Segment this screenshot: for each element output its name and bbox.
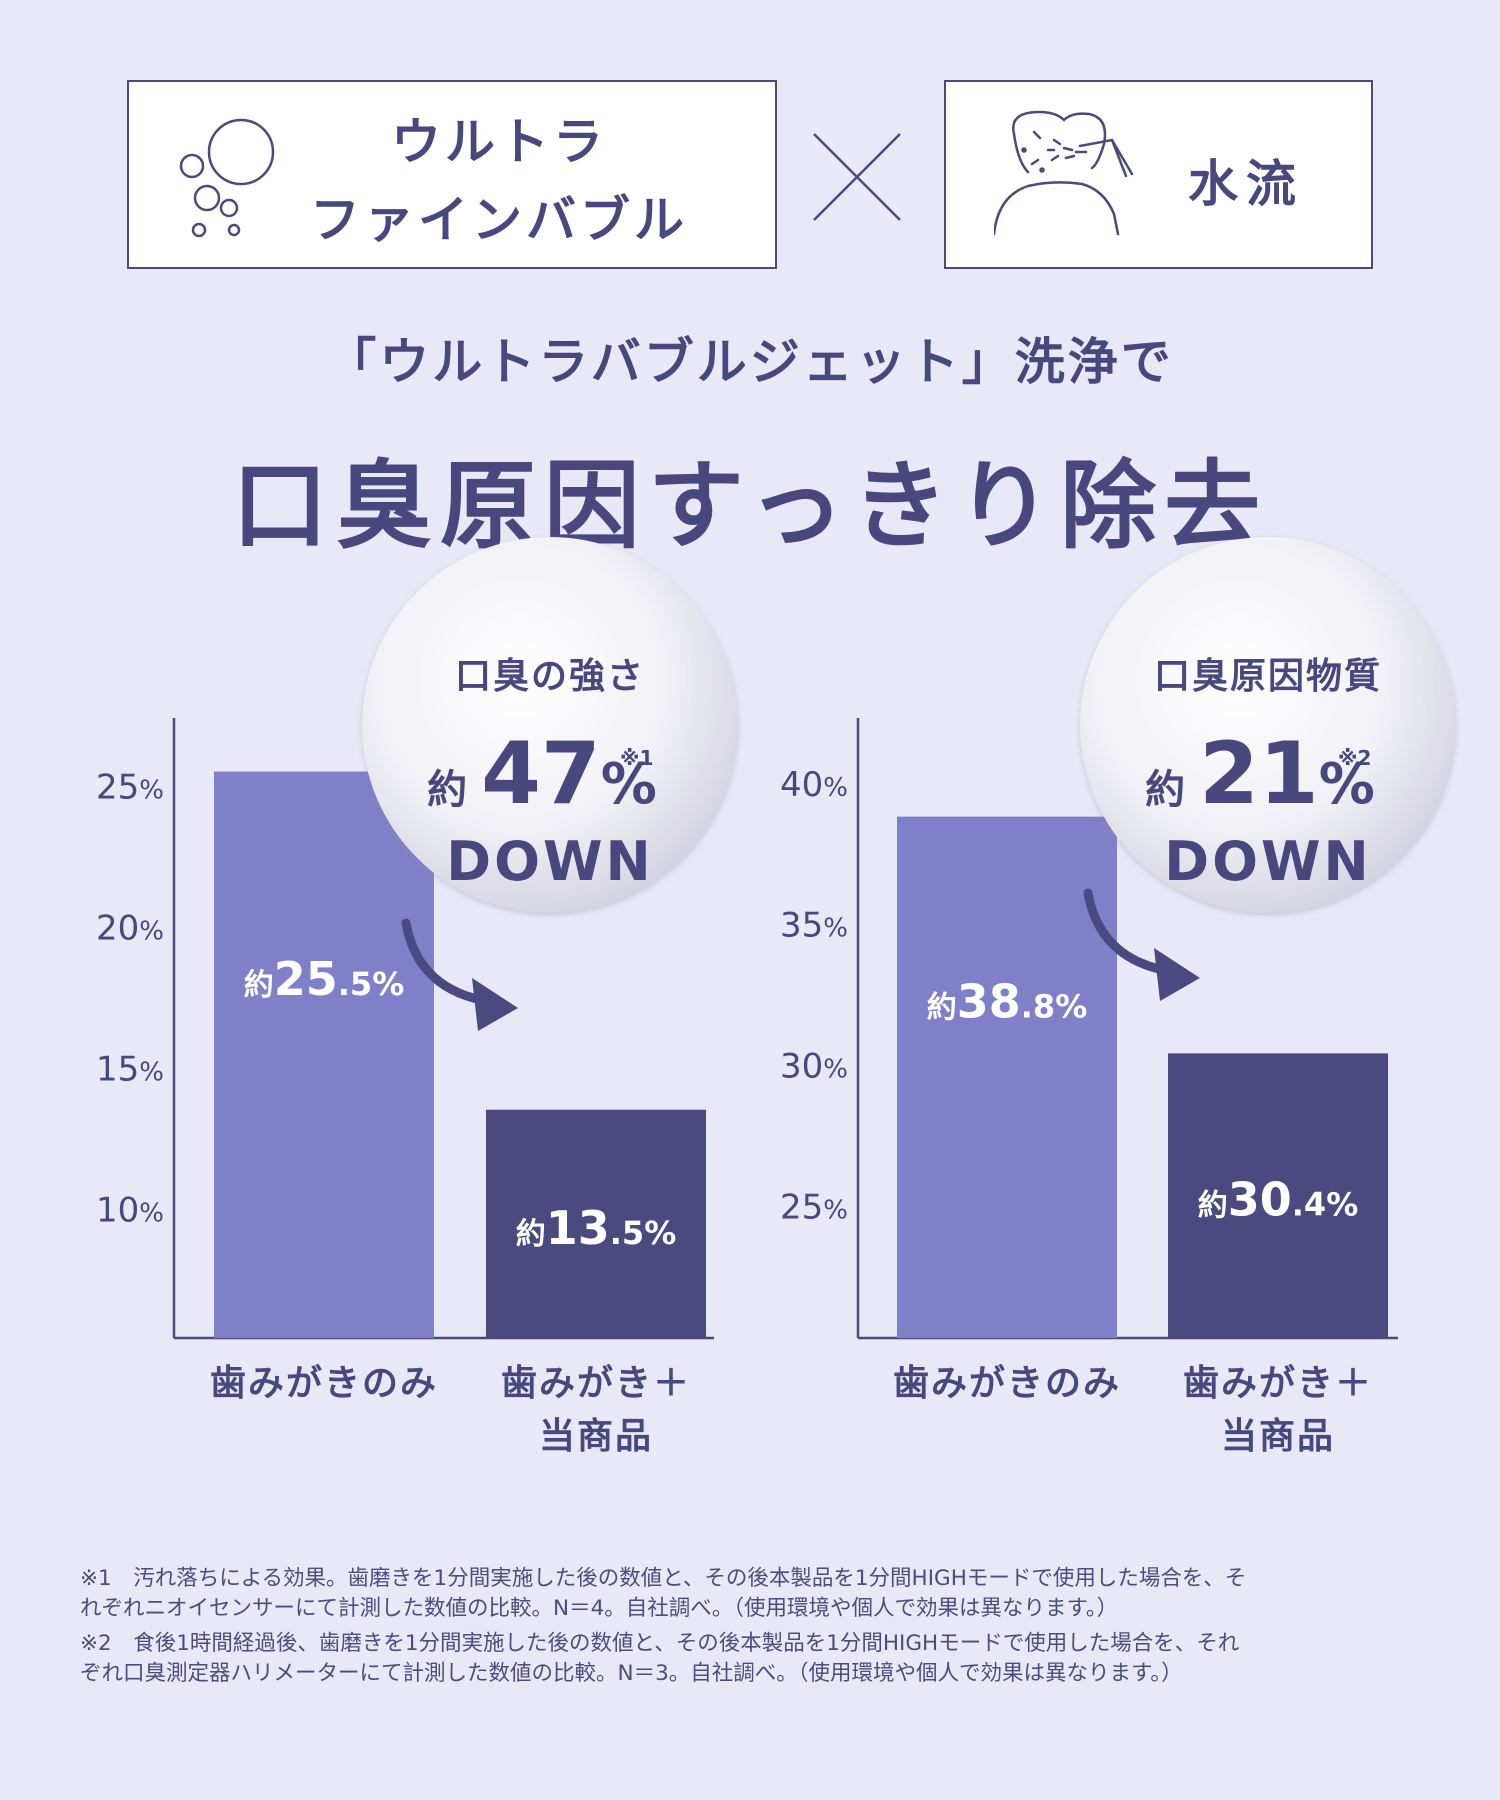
box-left-line1: ウルトラ [391,113,607,171]
chart-2: 25% 30% 35% 40% 約38.8% 歯みがきのみ 約30.4% 歯みがき＋ 当商品 口臭… [780,537,1456,1457]
badge-value: 約 21% [1145,724,1375,824]
footnote-line: ぞれ口臭測定器ハリメーターにて計測した数値の比較。N＝3。自社調べ。（使用環境や… [80,1661,1183,1686]
subtitle: 「ウルトラバブルジェット」洗浄で [326,333,1174,391]
badge-circle [1080,537,1456,913]
water-flow-box: 水流 [944,80,1373,269]
y-tick-label: 20% [96,909,164,949]
bar [486,1109,706,1338]
footnote-line: ※1 汚れ落ちによる効果。歯磨きを1分間実施した後の数値と、その後本製品を1分間… [80,1566,1247,1591]
bar [1168,1053,1388,1338]
bar-value-label: 約38.8% [927,974,1088,1028]
badge-title: 口臭の強さ [455,656,645,697]
badge-title: 口臭原因物質 [1154,656,1382,697]
category-label: 歯みがきのみ [893,1363,1121,1404]
y-tick-label: 30% [780,1047,848,1087]
badge-down-label: DOWN [1164,830,1372,893]
y-tick-label: 40% [780,765,848,805]
category-label: 歯みがき＋ [1183,1363,1373,1404]
cross-icon [813,133,901,221]
y-tick-label: 35% [780,906,848,946]
y-tick-label: 25% [780,1188,848,1228]
ultrafine-bubble-box: ウルトラ ファインバブル [127,80,777,269]
bar-value-label: 約30.4% [1198,1173,1359,1227]
category-label: 当商品 [539,1416,653,1457]
category-label: 当商品 [1221,1416,1335,1457]
headline: 口臭原因すっきり除去 [231,450,1269,562]
down-arrow-head [1154,948,1200,1001]
down-arrow-head [472,978,518,1031]
y-tick-label: 25% [96,768,164,808]
bar [214,771,434,1338]
chart-1: 10% 15% 20% 25% 約25.5% 歯みがきのみ 約13.5% 歯みがき＋ 当商品 口臭… [96,537,738,1457]
badge-note: ※2 [1338,746,1371,770]
y-tick-label: 15% [96,1049,164,1089]
bar [897,816,1117,1338]
category-label: 歯みがき＋ [501,1363,691,1404]
badge-note: ※1 [620,746,653,770]
tooth-water-jet-icon [994,110,1134,236]
bar-value-label: 約25.5% [244,952,405,1006]
badge-value: 約 47% [427,724,657,824]
badge-circle [362,537,738,913]
category-label: 歯みがきのみ [210,1363,438,1404]
y-tick-label: 10% [96,1190,164,1230]
badge-down-label: DOWN [446,830,654,893]
bubbles-icon [179,118,275,238]
footnote-line: れぞれニオイセンサーにて計測した数値の比較。N＝4。自社調べ。（使用環境や個人で… [80,1596,1119,1621]
bar-value-label: 約13.5% [516,1201,677,1255]
footnote-line: ※2 食後1時間経過後、歯磨きを1分間実施した後の数値と、その後本製品を1分間H… [80,1631,1240,1656]
box-right-label: 水流 [1188,155,1304,213]
box-left-line2: ファインバブル [310,191,688,249]
